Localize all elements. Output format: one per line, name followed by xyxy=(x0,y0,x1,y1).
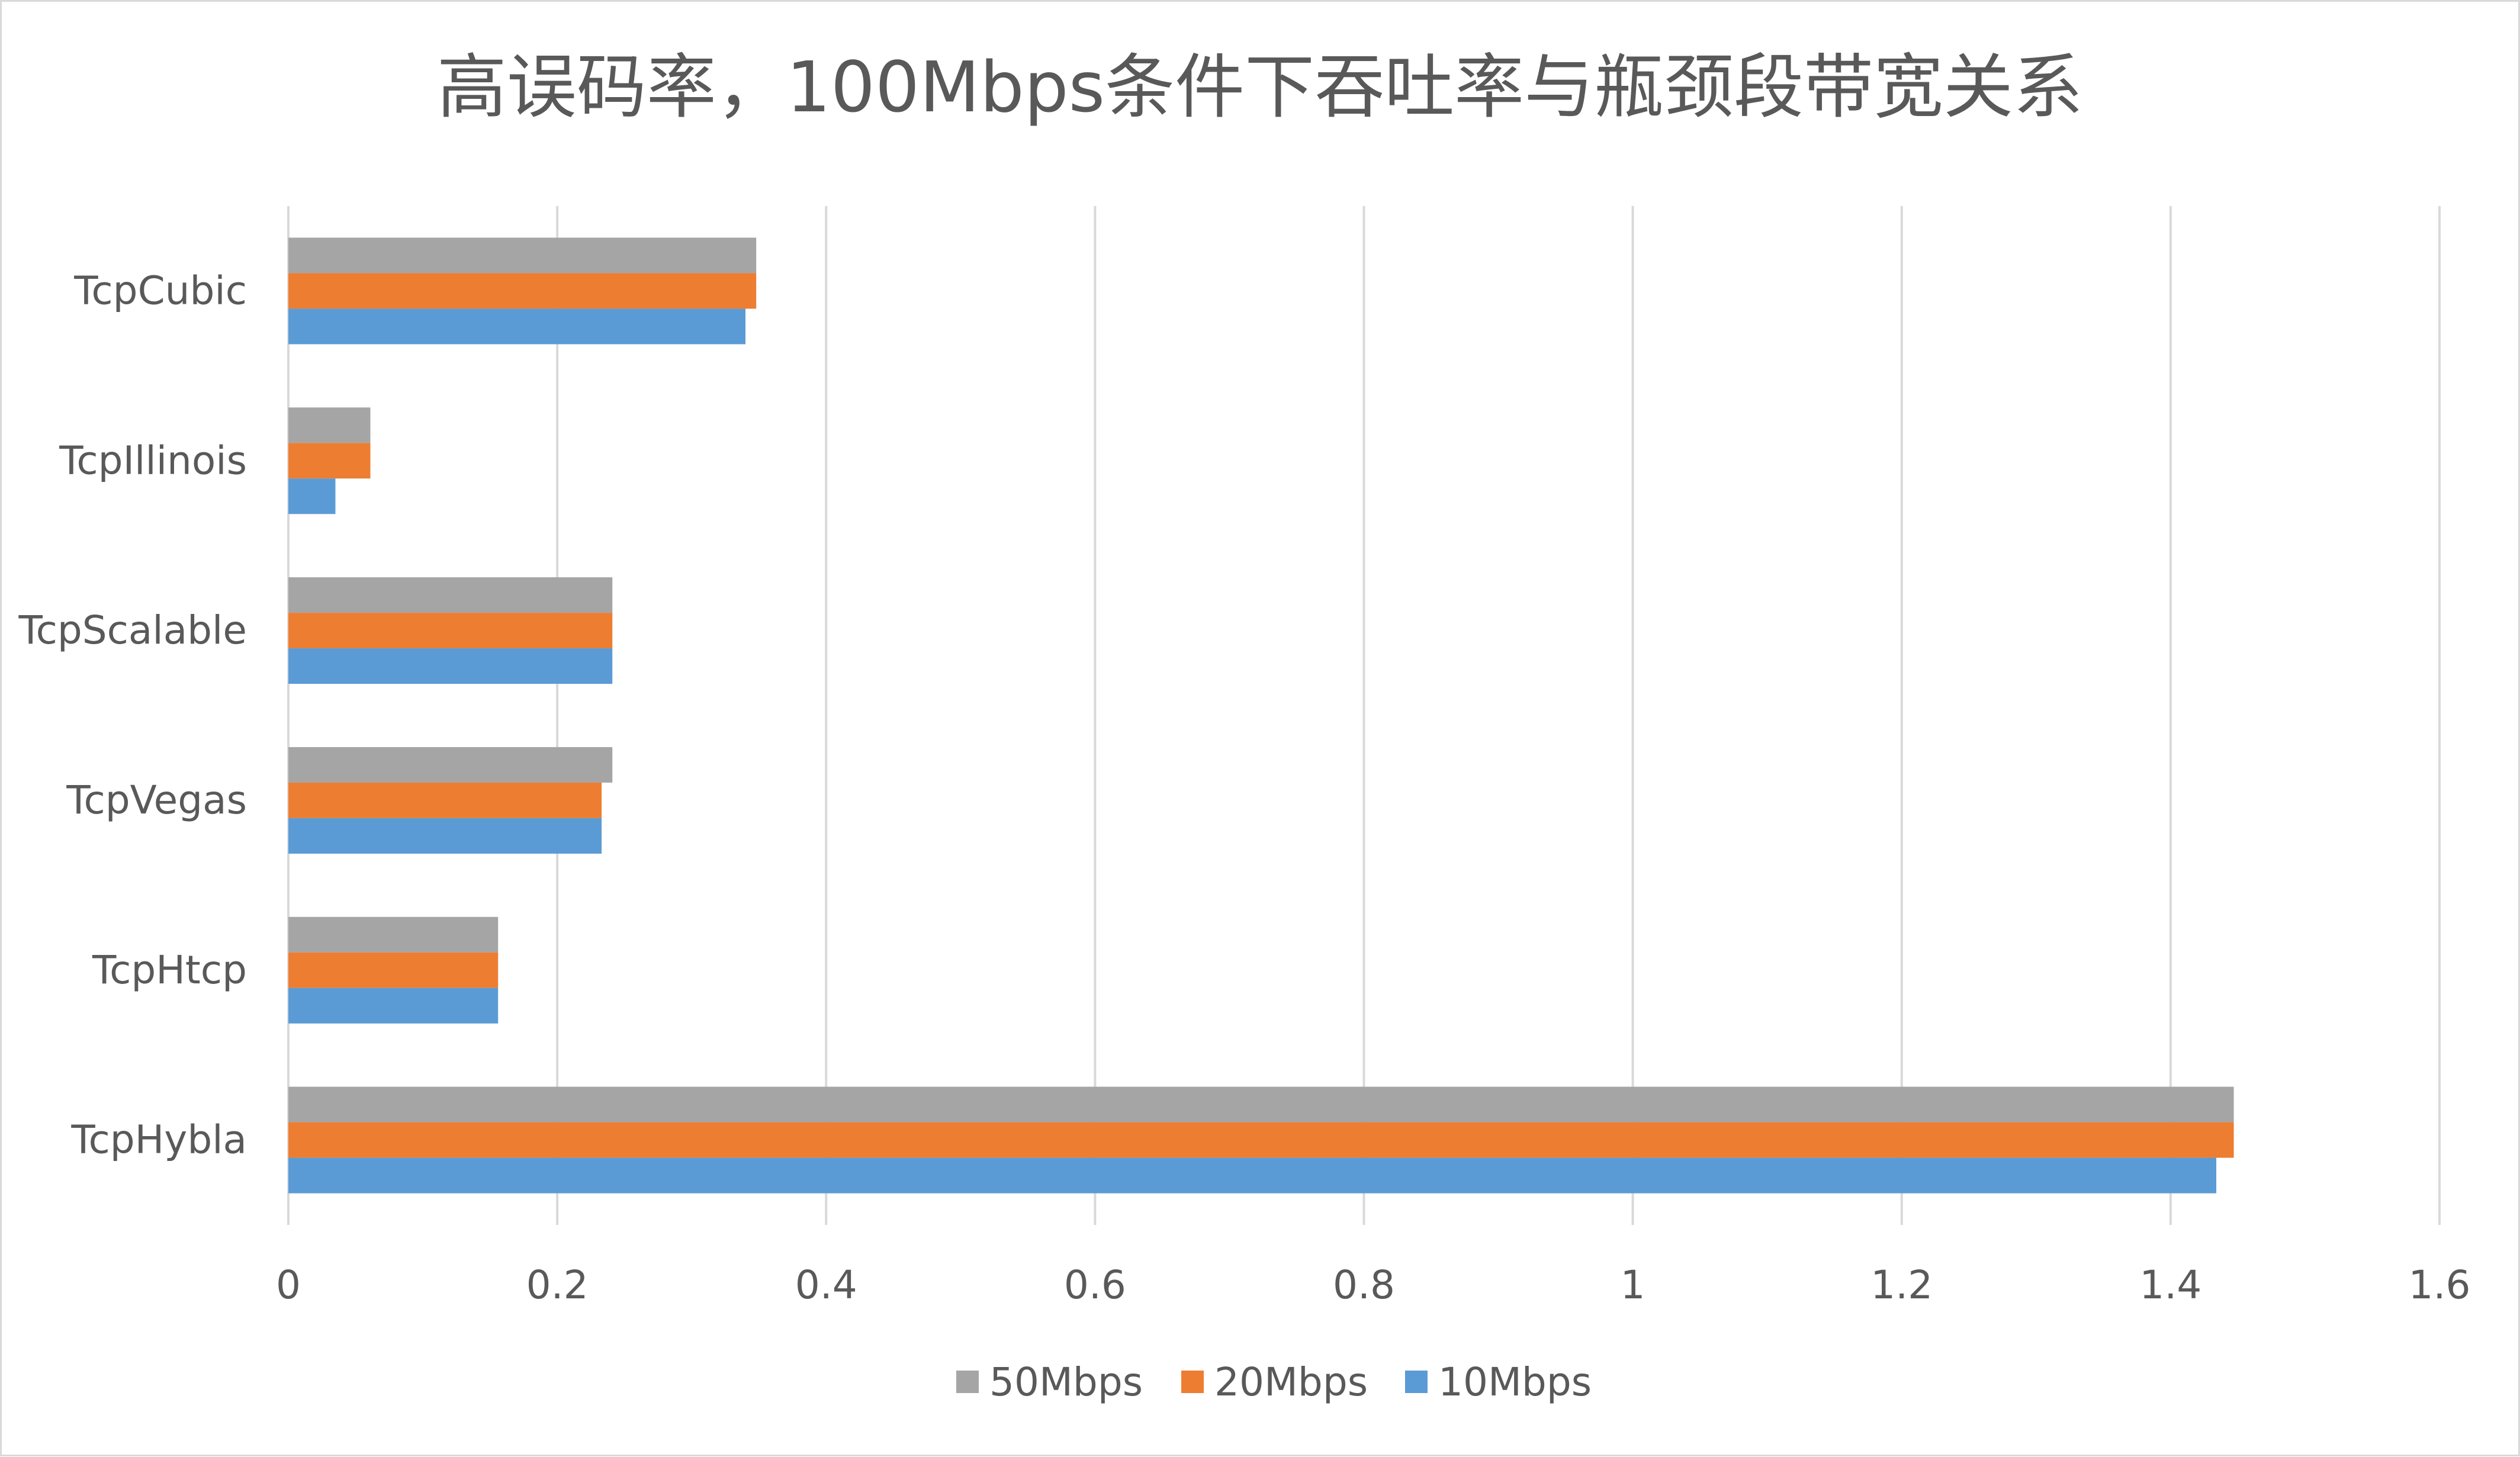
bar-tcphtcp-10mbps xyxy=(288,988,499,1024)
x-tick-label: 1.6 xyxy=(2409,1262,2471,1308)
bar-tcpillinois-10mbps xyxy=(288,478,336,514)
legend: 50Mbps 20Mbps 10Mbps xyxy=(956,1359,1592,1405)
x-tick-label: 1.4 xyxy=(2139,1262,2201,1308)
legend-label: 10Mbps xyxy=(1438,1359,1592,1405)
bar-tcpscalable-20mbps xyxy=(288,613,613,649)
bar-tcpillinois-20mbps xyxy=(288,443,371,479)
x-tick-label: 0.6 xyxy=(1064,1262,1126,1308)
category-label: TcpCubic xyxy=(73,268,247,313)
category-label: TcpHybla xyxy=(70,1117,247,1163)
x-tick-label: 1 xyxy=(1621,1262,1645,1308)
x-tick-label: 0.8 xyxy=(1333,1262,1395,1308)
category-label: TcpIllinois xyxy=(59,438,247,483)
bar-tcpcubic-20mbps xyxy=(288,273,757,309)
bar-tcphybla-20mbps xyxy=(288,1122,2234,1158)
legend-label: 50Mbps xyxy=(989,1359,1143,1405)
x-tick-label: 1.2 xyxy=(1870,1262,1933,1308)
category-label: TcpHtcp xyxy=(92,947,247,993)
bar-tcpcubic-50mbps xyxy=(288,237,757,274)
gridlines xyxy=(287,206,2441,1225)
x-tick-label: 0.2 xyxy=(526,1262,589,1308)
bar-tcpillinois-50mbps xyxy=(288,407,371,443)
bar-tcpvegas-20mbps xyxy=(288,782,602,818)
bar-tcpvegas-10mbps xyxy=(288,818,602,854)
bar-tcpscalable-50mbps xyxy=(288,577,613,613)
category-label: TcpVegas xyxy=(66,777,247,823)
x-axis-tick-labels: 0 0.2 0.4 0.6 0.8 1 1.2 1.4 1.6 xyxy=(276,1262,2470,1308)
legend-swatch xyxy=(1405,1371,1428,1393)
bar-tcphybla-10mbps xyxy=(288,1157,2217,1194)
bar-tcphtcp-50mbps xyxy=(288,916,499,953)
bar-tcphybla-50mbps xyxy=(288,1086,2234,1122)
x-tick-label: 0 xyxy=(276,1262,301,1308)
bar-tcpcubic-10mbps xyxy=(288,308,746,345)
category-labels: TcpCubic TcpIllinois TcpScalable TcpVegas Tc… xyxy=(18,268,247,1162)
x-tick-label: 0.4 xyxy=(795,1262,857,1308)
chart-title: 高误码率，100Mbps条件下吞吐率与瓶颈段带宽关系 xyxy=(437,46,2083,128)
legend-swatch xyxy=(1181,1371,1204,1393)
legend-swatch xyxy=(956,1371,979,1393)
category-label: TcpScalable xyxy=(18,607,247,653)
bar-tcphtcp-20mbps xyxy=(288,952,499,988)
bars xyxy=(288,237,2234,1194)
bar-tcpscalable-10mbps xyxy=(288,648,613,684)
bar-tcpvegas-50mbps xyxy=(288,747,613,783)
legend-label: 20Mbps xyxy=(1214,1359,1368,1405)
